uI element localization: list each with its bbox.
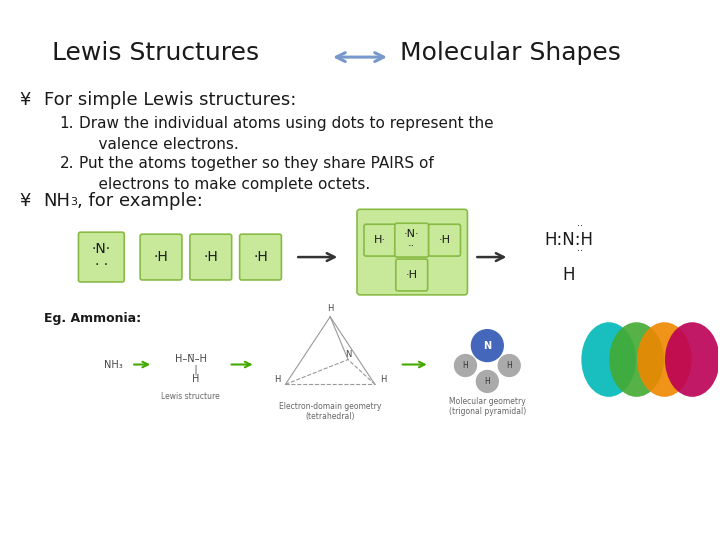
- Text: NH: NH: [44, 192, 71, 211]
- FancyBboxPatch shape: [357, 210, 467, 295]
- Text: ·H: ·H: [153, 250, 168, 264]
- FancyBboxPatch shape: [140, 234, 182, 280]
- Text: ··: ··: [577, 246, 583, 256]
- Circle shape: [472, 330, 503, 361]
- Ellipse shape: [665, 322, 720, 397]
- FancyBboxPatch shape: [364, 224, 396, 256]
- Circle shape: [454, 355, 477, 376]
- Text: For simple Lewis structures:: For simple Lewis structures:: [44, 91, 296, 109]
- Text: H·: H·: [374, 235, 386, 245]
- FancyBboxPatch shape: [395, 223, 428, 257]
- Text: NH₃: NH₃: [104, 360, 122, 369]
- FancyBboxPatch shape: [240, 234, 282, 280]
- Text: , for example:: , for example:: [78, 192, 203, 211]
- Text: H: H: [327, 305, 333, 313]
- Text: H: H: [562, 266, 575, 284]
- Ellipse shape: [637, 322, 692, 397]
- Text: Put the atoms together so they share PAIRS of
    electrons to make complete oct: Put the atoms together so they share PAI…: [79, 156, 434, 192]
- Text: ·H: ·H: [253, 250, 268, 264]
- Text: H: H: [506, 361, 512, 370]
- Text: H: H: [379, 375, 386, 384]
- Text: Lewis structure: Lewis structure: [161, 392, 220, 401]
- Text: 1.: 1.: [60, 116, 74, 131]
- Text: (tetrahedral): (tetrahedral): [305, 411, 355, 421]
- Circle shape: [498, 355, 520, 376]
- FancyBboxPatch shape: [190, 234, 232, 280]
- Text: H:N:H: H:N:H: [544, 231, 593, 249]
- Text: H: H: [485, 377, 490, 386]
- Ellipse shape: [581, 322, 636, 397]
- Text: ¥: ¥: [19, 91, 31, 109]
- Text: ··: ··: [577, 221, 583, 231]
- Text: ¥: ¥: [19, 192, 31, 211]
- Text: ·H: ·H: [203, 250, 218, 264]
- Text: ·H: ·H: [438, 235, 451, 245]
- Text: Lewis Structures: Lewis Structures: [52, 41, 258, 65]
- Ellipse shape: [609, 322, 664, 397]
- Text: (trigonal pyramidal): (trigonal pyramidal): [449, 407, 526, 416]
- Text: Draw the individual atoms using dots to represent the
    valence electrons.: Draw the individual atoms using dots to …: [79, 116, 494, 152]
- Text: N: N: [483, 341, 492, 350]
- Text: 2.: 2.: [60, 156, 74, 171]
- FancyBboxPatch shape: [428, 224, 461, 256]
- FancyBboxPatch shape: [396, 259, 428, 291]
- Text: Molecular geometry: Molecular geometry: [449, 397, 526, 406]
- Text: ·H: ·H: [406, 270, 418, 280]
- Text: Electron-domain geometry: Electron-domain geometry: [279, 402, 382, 411]
- Text: Molecular Shapes: Molecular Shapes: [400, 41, 621, 65]
- Text: N: N: [345, 350, 351, 359]
- Text: ·N·
··: ·N· ··: [404, 230, 420, 251]
- Text: H: H: [192, 374, 199, 384]
- Text: H: H: [462, 361, 468, 370]
- Circle shape: [477, 370, 498, 393]
- FancyBboxPatch shape: [78, 232, 125, 282]
- Text: Eg. Ammonia:: Eg. Ammonia:: [44, 312, 141, 325]
- Text: H–N̈–H: H–N̈–H: [175, 354, 207, 363]
- Text: ·N·
· ·: ·N· · ·: [91, 242, 111, 272]
- Text: H: H: [274, 375, 281, 384]
- Text: |: |: [184, 364, 197, 375]
- Text: 3: 3: [71, 198, 78, 207]
